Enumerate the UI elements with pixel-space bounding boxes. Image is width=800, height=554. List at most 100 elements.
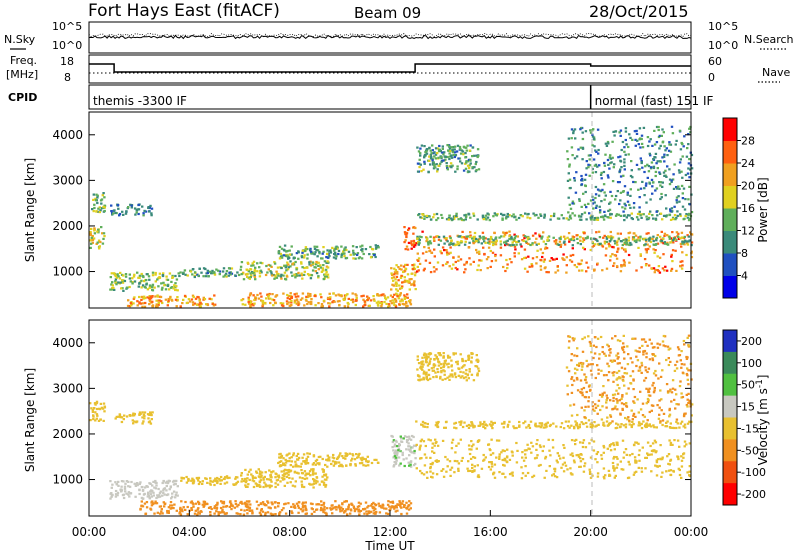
velocity-cell bbox=[453, 422, 456, 425]
velocity-cell bbox=[340, 509, 344, 512]
velocity-cell bbox=[324, 473, 328, 476]
power-cell bbox=[516, 235, 519, 238]
velocity-cell bbox=[335, 505, 338, 509]
velocity-cell bbox=[661, 423, 664, 427]
power-cell bbox=[668, 183, 672, 186]
power-cell bbox=[190, 298, 194, 301]
power-cell bbox=[294, 260, 297, 264]
power-cell bbox=[648, 264, 651, 267]
power-cell bbox=[286, 249, 289, 253]
velocity-cell bbox=[419, 457, 422, 460]
velocity-cell bbox=[483, 420, 486, 423]
power-cell bbox=[679, 242, 683, 245]
power-cell bbox=[157, 303, 160, 306]
colorbar-tick-label: 28 bbox=[741, 135, 755, 148]
velocity-cell bbox=[297, 501, 301, 504]
power-cell bbox=[141, 305, 144, 308]
velocity-cell bbox=[577, 427, 580, 430]
power-cell bbox=[430, 218, 433, 221]
velocity-cell bbox=[447, 362, 450, 365]
power-cell bbox=[663, 234, 666, 237]
velocity-cell bbox=[165, 489, 168, 492]
power-cell bbox=[362, 294, 365, 297]
velocity-cell bbox=[445, 420, 448, 423]
velocity-cell bbox=[170, 497, 173, 500]
power-cell bbox=[409, 303, 413, 306]
velocity-cell bbox=[383, 507, 386, 510]
power-cell bbox=[113, 288, 116, 291]
velocity-cell bbox=[629, 357, 632, 360]
velocity-cell bbox=[615, 354, 618, 357]
velocity-cell bbox=[192, 479, 195, 482]
power-cell bbox=[471, 155, 474, 158]
power-cell bbox=[569, 217, 573, 220]
power-cell bbox=[548, 259, 552, 262]
power-cell bbox=[620, 247, 624, 250]
power-cell bbox=[280, 304, 284, 307]
velocity-cell bbox=[597, 372, 600, 375]
power-cell bbox=[285, 300, 289, 303]
power-cell bbox=[580, 179, 583, 182]
velocity-cell bbox=[213, 512, 216, 515]
power-cell bbox=[301, 297, 304, 300]
power-cell bbox=[629, 136, 632, 139]
velocity-cell bbox=[142, 420, 145, 423]
power-cell bbox=[635, 269, 638, 272]
velocity-cell bbox=[638, 350, 641, 353]
velocity-cell bbox=[573, 427, 576, 430]
power-cell bbox=[280, 256, 284, 259]
power-cell bbox=[650, 178, 654, 181]
power-cell bbox=[427, 170, 430, 173]
power-cell bbox=[571, 202, 574, 205]
velocity-cell bbox=[222, 502, 226, 505]
velocity-cell bbox=[579, 379, 583, 382]
velocity-cell bbox=[655, 461, 659, 464]
velocity-cell bbox=[552, 473, 555, 476]
velocity-cell bbox=[659, 420, 662, 423]
velocity-cell bbox=[569, 467, 572, 470]
power-cell bbox=[635, 240, 638, 244]
velocity-cell bbox=[292, 465, 295, 468]
power-cell bbox=[409, 242, 413, 245]
power-cell bbox=[618, 202, 621, 206]
power-cell bbox=[469, 231, 472, 234]
power-cell bbox=[602, 183, 606, 186]
velocity-cell bbox=[223, 477, 226, 481]
velocity-cell bbox=[300, 483, 304, 486]
power-cell bbox=[687, 167, 690, 170]
velocity-cell bbox=[386, 503, 390, 506]
power-cell bbox=[669, 150, 673, 153]
velocity-cell bbox=[469, 424, 472, 427]
power-cell bbox=[632, 202, 636, 205]
power-cell bbox=[477, 241, 480, 244]
power-cell bbox=[555, 239, 558, 242]
velocity-cell bbox=[251, 512, 254, 515]
power-cell bbox=[407, 241, 411, 244]
power-cell bbox=[541, 235, 544, 238]
velocity-cell bbox=[296, 504, 300, 507]
power-cell bbox=[410, 283, 413, 286]
velocity-cell bbox=[194, 509, 197, 512]
velocity-cell bbox=[262, 485, 265, 489]
velocity-cell bbox=[676, 439, 680, 442]
colorbar-tick-label: 4 bbox=[741, 270, 748, 283]
power-cell bbox=[606, 216, 609, 219]
power-cell bbox=[96, 241, 99, 244]
velocity-cell bbox=[120, 490, 123, 493]
velocity-cell bbox=[639, 408, 643, 411]
power-cell bbox=[683, 217, 686, 220]
power-cell bbox=[103, 196, 106, 199]
power-cell bbox=[189, 270, 193, 273]
velocity-cell bbox=[651, 357, 654, 360]
power-cell bbox=[451, 164, 454, 167]
velocity-cell bbox=[602, 475, 606, 478]
velocity-cell bbox=[321, 475, 324, 478]
velocity-cell bbox=[534, 424, 537, 428]
velocity-cell bbox=[269, 507, 272, 510]
power-cell bbox=[137, 203, 140, 206]
power-cell bbox=[632, 236, 636, 239]
power-cell bbox=[578, 198, 581, 201]
power-cell bbox=[343, 249, 346, 252]
velocity-cell bbox=[567, 346, 571, 349]
velocity-cell bbox=[320, 507, 323, 510]
